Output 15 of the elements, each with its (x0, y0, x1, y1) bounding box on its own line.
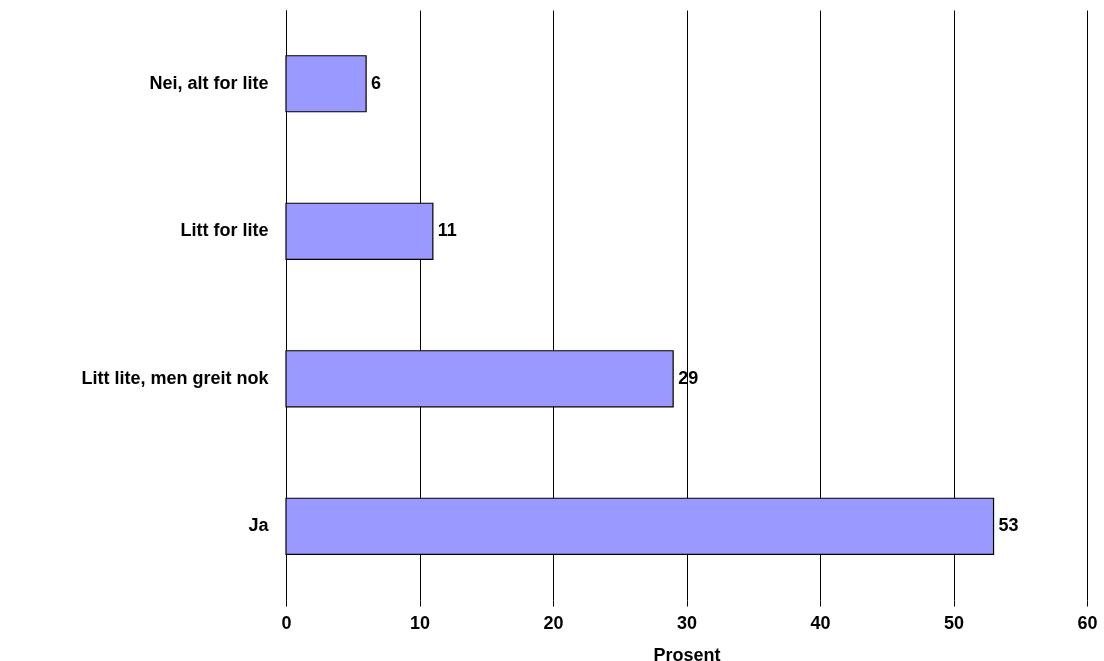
x-tick-label: 40 (810, 612, 831, 633)
y-tick-label: Nei, alt for lite (149, 72, 269, 93)
data-label: 11 (437, 220, 457, 241)
data-label: 53 (998, 515, 1019, 536)
y-tick-label: Litt for lite (180, 220, 269, 241)
data-label: 6 (371, 72, 382, 93)
x-tick-label: 20 (543, 612, 564, 633)
x-tick-label: 30 (676, 612, 698, 633)
x-tick-label: 60 (1077, 612, 1098, 633)
x-tick-label: 0 (281, 612, 292, 633)
x-tick-label: 10 (409, 612, 431, 633)
y-tick-label: Litt lite, men greit nok (81, 367, 270, 388)
x-axis-title: Prosent (653, 644, 721, 661)
y-tick-label: Ja (248, 515, 270, 536)
x-tick-label: 50 (943, 612, 965, 633)
